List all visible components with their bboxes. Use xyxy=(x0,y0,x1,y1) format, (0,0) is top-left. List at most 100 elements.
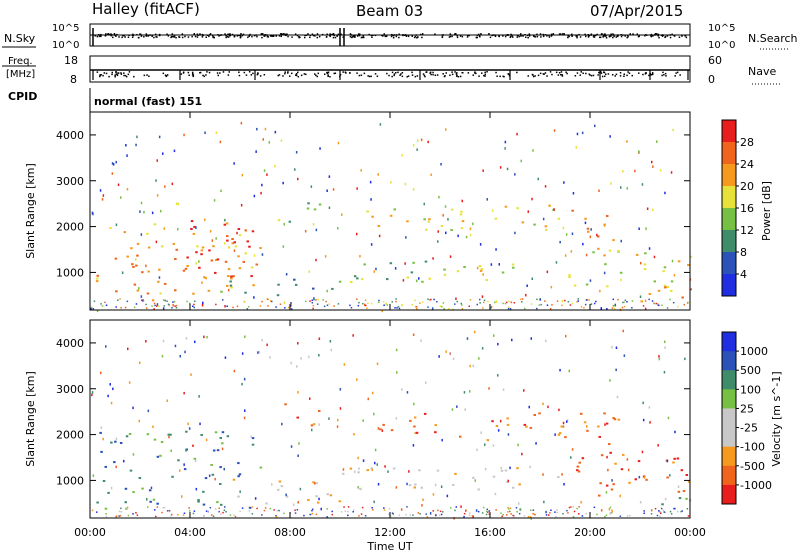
data-cell xyxy=(495,248,497,251)
data-cell xyxy=(219,483,222,485)
data-cell xyxy=(608,443,611,446)
data-cell xyxy=(185,448,188,451)
noise-left-label: N.Sky xyxy=(4,32,36,45)
y-tick-label: 3000 xyxy=(56,175,84,188)
data-cell xyxy=(499,166,502,169)
data-cell xyxy=(420,138,423,142)
noise-point xyxy=(184,35,186,38)
data-cell xyxy=(163,282,167,285)
data-cell xyxy=(297,391,299,394)
data-cell xyxy=(594,124,596,128)
data-cell xyxy=(593,506,596,509)
noise-point xyxy=(191,35,193,38)
nave-point xyxy=(99,75,101,78)
nave-point xyxy=(429,71,432,74)
data-cell xyxy=(533,414,536,416)
noise-point xyxy=(546,35,548,37)
data-cell xyxy=(658,357,661,361)
data-cell xyxy=(434,424,437,427)
noise-point xyxy=(181,36,184,39)
data-cell xyxy=(155,305,158,307)
data-cell xyxy=(548,204,551,207)
data-cell xyxy=(427,298,429,300)
noise-point xyxy=(309,36,311,39)
data-cell xyxy=(524,307,526,310)
data-cell xyxy=(305,300,307,302)
noise-point xyxy=(479,35,481,38)
data-cell xyxy=(425,381,427,384)
data-cell xyxy=(135,512,137,514)
nave-point xyxy=(182,72,185,74)
noise-point xyxy=(536,33,538,36)
data-cell xyxy=(611,345,613,349)
data-cell xyxy=(609,379,611,382)
nave-point xyxy=(558,72,561,74)
noise-point xyxy=(360,36,363,39)
data-cell xyxy=(585,283,589,286)
data-cell xyxy=(500,512,502,514)
data-cell xyxy=(262,138,264,141)
data-cell xyxy=(196,245,199,248)
data-cell xyxy=(312,307,314,310)
data-cell xyxy=(350,281,353,283)
noise-point xyxy=(193,33,195,35)
data-cell xyxy=(185,430,188,433)
data-cell xyxy=(495,300,497,302)
noise-right-tick-top: 10^5 xyxy=(708,23,735,34)
noise-point xyxy=(548,36,551,38)
data-cell xyxy=(183,468,187,471)
data-cell xyxy=(222,511,224,514)
data-cell xyxy=(555,261,558,264)
data-cell xyxy=(646,207,649,210)
data-cell xyxy=(662,509,665,512)
data-cell xyxy=(362,419,364,422)
data-cell xyxy=(536,307,538,310)
data-cell xyxy=(141,299,143,302)
nave-point xyxy=(661,74,663,77)
data-cell xyxy=(491,420,494,423)
noise-point xyxy=(392,35,395,37)
data-cell xyxy=(504,205,508,208)
noise-point xyxy=(498,35,500,38)
data-cell xyxy=(225,222,229,225)
data-cell xyxy=(460,210,463,213)
data-cell xyxy=(412,188,415,191)
data-cell xyxy=(608,249,612,252)
data-cell xyxy=(412,144,415,147)
data-cell xyxy=(297,342,299,345)
noise-point xyxy=(145,34,147,37)
data-cell xyxy=(215,303,217,306)
data-cell xyxy=(155,179,157,182)
data-cell xyxy=(490,307,492,309)
data-cell xyxy=(421,280,424,283)
data-cell xyxy=(396,371,398,374)
data-cell xyxy=(359,488,362,491)
data-cell xyxy=(145,264,147,268)
data-cell xyxy=(614,462,617,465)
nave-point xyxy=(665,75,667,77)
data-cell xyxy=(564,299,566,302)
data-cell xyxy=(554,433,556,436)
data-cell xyxy=(188,427,191,430)
noise-point xyxy=(552,33,555,35)
noise-point xyxy=(666,35,669,37)
data-cell xyxy=(482,506,485,509)
data-cell xyxy=(597,235,600,238)
data-cell xyxy=(664,191,666,195)
noise-point xyxy=(588,34,591,37)
data-cell xyxy=(411,304,413,306)
noise-point xyxy=(316,33,319,35)
data-cell xyxy=(488,513,490,515)
data-cell xyxy=(236,231,238,235)
nave-point xyxy=(644,73,647,75)
nave-point xyxy=(317,72,319,75)
noise-point xyxy=(156,36,158,38)
data-cell xyxy=(689,288,692,291)
colorbar-tick-label: 20 xyxy=(740,180,754,193)
noise-point xyxy=(138,36,140,39)
data-cell xyxy=(125,435,129,438)
data-cell xyxy=(395,298,397,300)
data-cell xyxy=(192,232,196,235)
data-cell xyxy=(222,299,224,301)
data-cell xyxy=(366,469,369,472)
